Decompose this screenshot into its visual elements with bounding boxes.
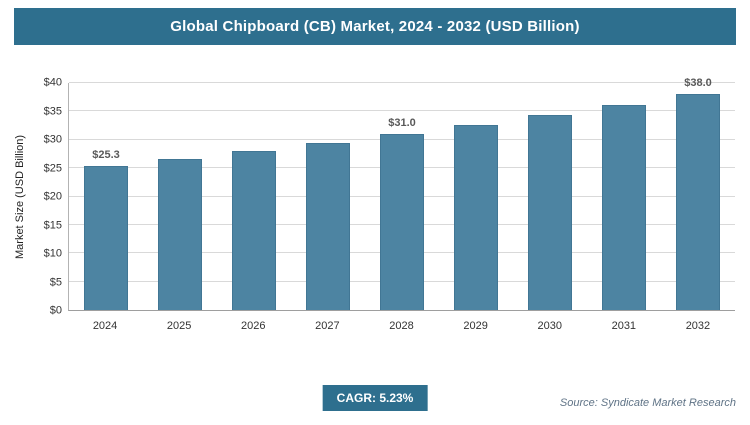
bar-2029 [454, 125, 498, 310]
bar-2030 [528, 115, 572, 310]
plot-area: $25.3 $31.0 $38.0 [68, 77, 735, 311]
x-axis-labels: 2024 2025 2026 2027 2028 2029 2030 2031 2032 [68, 311, 735, 341]
y-tick-label: $30 [43, 133, 62, 146]
y-tick-label: $40 [43, 76, 62, 89]
bars: $25.3 $31.0 $38.0 [69, 77, 735, 310]
gridline [69, 110, 735, 112]
x-axis-label: 2032 [685, 320, 711, 332]
x-axis-label: 2025 [166, 320, 192, 332]
bar-slot [587, 83, 661, 310]
bar-chart: Market Size (USD Billion) $0 $5 $10 $15 $20 $… [10, 77, 735, 341]
y-tick-label: $10 [43, 247, 62, 260]
x-axis-label: 2027 [315, 320, 340, 332]
footer: CAGR: 5.23% Source: Syndicate Market Res… [14, 385, 736, 411]
bar-slot [439, 83, 513, 310]
bar-slot [291, 83, 365, 310]
plot-column: $25.3 $31.0 $38.0 2024 2025 2026 2027 2028 2029… [68, 77, 735, 341]
bar-slot: $25.3 [69, 83, 143, 310]
y-tick-label: $5 [49, 276, 62, 288]
x-axis-label: 2029 [463, 320, 488, 332]
bar-slot: $31.0 [365, 83, 439, 310]
bar-slot [513, 83, 587, 310]
bar-2032: $38.0 [676, 77, 720, 310]
cagr-badge: CAGR: 5.23% [322, 385, 428, 411]
page: Global Chipboard (CB) Market, 2024 - 203… [0, 8, 750, 425]
bar-2028: $31.0 [380, 117, 424, 310]
gridline [69, 82, 735, 83]
chart-title-bar: Global Chipboard (CB) Market, 2024 - 203… [14, 8, 736, 45]
bar-2031 [602, 105, 646, 310]
x-axis-label: 2024 [92, 320, 118, 332]
bar-slot [143, 83, 217, 310]
x-axis-label: 2028 [389, 320, 414, 332]
bar-value-label: $38.0 [684, 77, 712, 90]
bar-2025 [158, 159, 202, 310]
x-axis-label: 2031 [611, 320, 637, 332]
bar-2027 [306, 143, 350, 310]
chart-title: Global Chipboard (CB) Market, 2024 - 203… [170, 18, 580, 35]
bar-slot: $38.0 [661, 77, 735, 310]
bar-value-label: $25.3 [92, 149, 120, 162]
x-axis-label: 2030 [537, 320, 562, 332]
y-tick-labels: $0 $5 $10 $15 $20 $25 $30 $35 $40 [30, 77, 68, 316]
x-axis-label: 2026 [241, 320, 266, 332]
y-tick-label: $35 [43, 105, 62, 117]
bar-2024: $25.3 [84, 149, 128, 310]
source-attribution: Source: Syndicate Market Research [559, 397, 736, 409]
bar-2026 [232, 151, 276, 310]
y-tick-label: $0 [49, 304, 62, 317]
y-tick-label: $20 [43, 190, 62, 203]
y-tick-label: $25 [43, 162, 62, 174]
y-tick-label: $15 [43, 219, 62, 231]
bar-slot [217, 83, 291, 310]
bar-value-label: $31.0 [388, 117, 416, 130]
